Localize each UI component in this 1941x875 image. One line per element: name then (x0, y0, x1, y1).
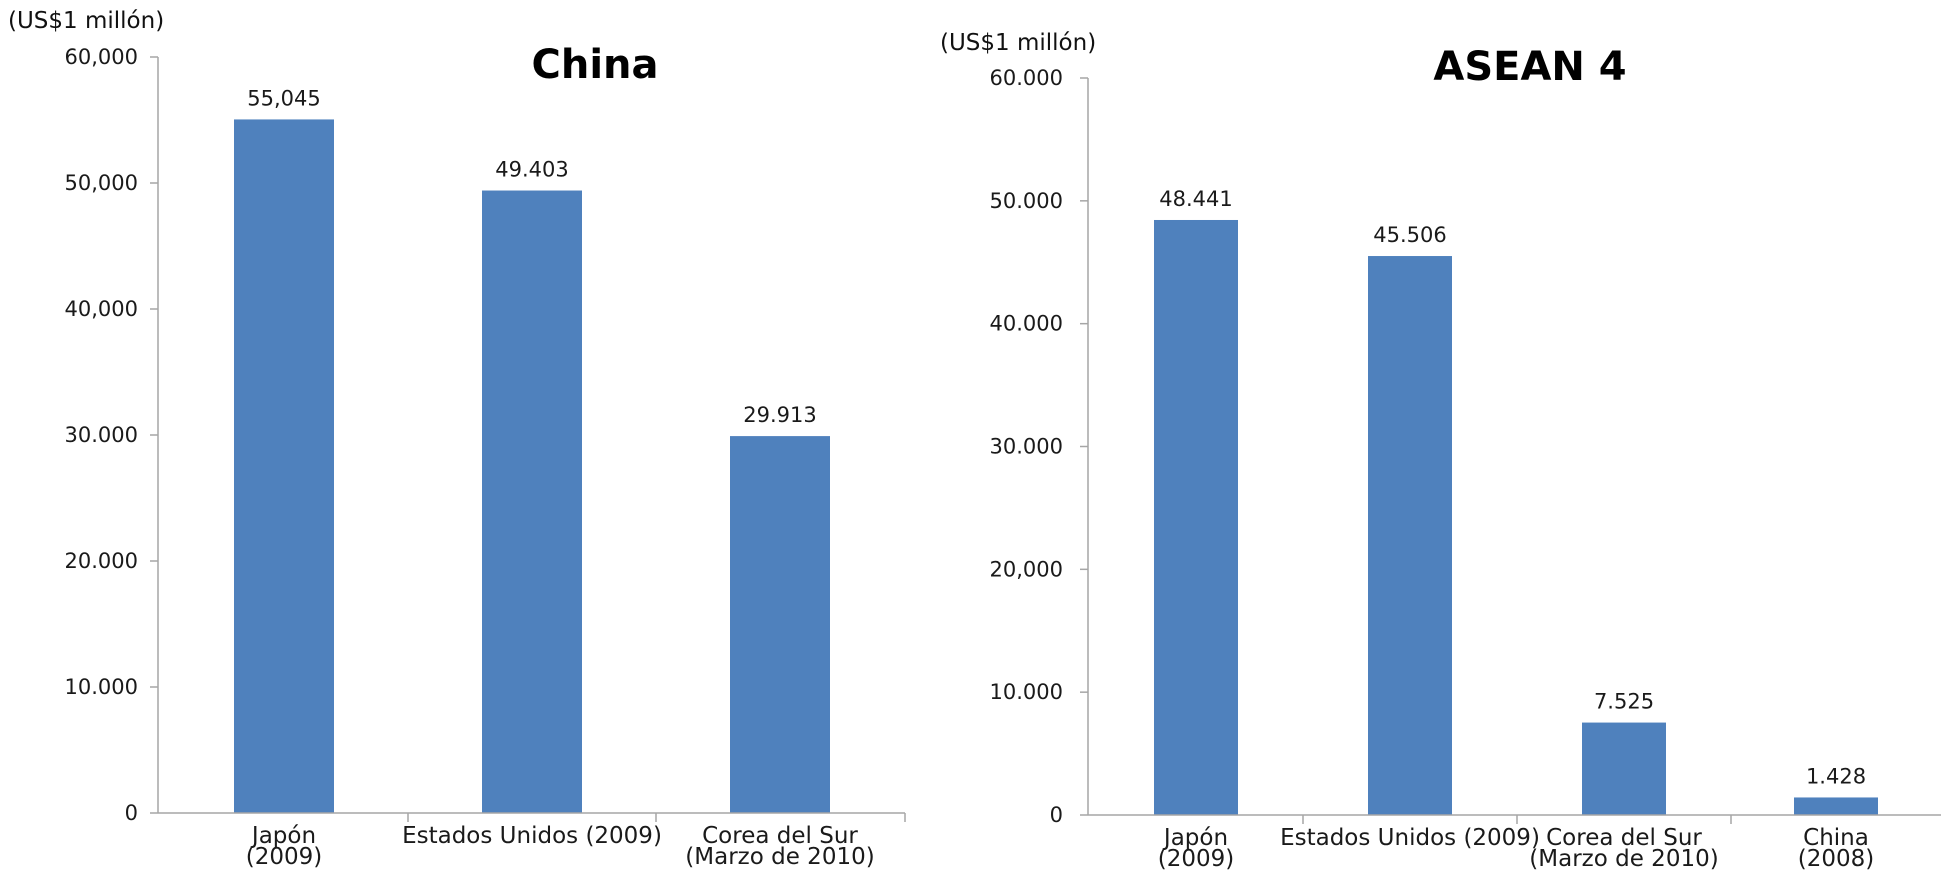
china-y-tick-label: 50,000 (65, 171, 138, 195)
asean-4-bar-value-label: 45.506 (1373, 223, 1446, 247)
china-bar (730, 436, 830, 813)
asean-4-bar (1794, 797, 1878, 815)
china-bars (234, 119, 830, 814)
china-unit-label: (US$1 millón) (8, 8, 164, 34)
asean-4-category-label: (2009) (1158, 846, 1234, 872)
asean-4-category-label: Japón (1162, 825, 1228, 851)
asean-4-unit-label: (US$1 millón) (940, 30, 1096, 56)
asean-4-y-tick-label: 20,000 (990, 557, 1063, 581)
china-bar-value-label: 29.913 (743, 403, 816, 427)
asean-4-bar (1368, 256, 1452, 815)
asean-4-category-label: Corea del Sur (1546, 825, 1702, 851)
china-bar-value-label: 55,045 (247, 86, 320, 110)
asean-4-bar-value-label: 7.525 (1594, 690, 1654, 714)
asean-4-category-label: (2008) (1798, 846, 1874, 872)
asean-4-category-label: China (1803, 825, 1869, 851)
asean-4-y-ticks: 0 10.000 20,000 30.000 40.000 50.000 60.000 (990, 66, 1732, 827)
china-y-tick-label: 40,000 (65, 297, 138, 321)
china-y-tick-label: 30.000 (65, 423, 138, 447)
china-bar (234, 119, 334, 814)
china-y-tick-label: 0 (125, 801, 138, 825)
asean-4-bars (1154, 219, 1878, 816)
asean-4-category-label: Estados Unidos (2009) (1280, 825, 1540, 851)
asean-4-category-label: (Marzo de 2010) (1529, 846, 1718, 872)
asean-4-chart-title: ASEAN 4 (1433, 44, 1626, 90)
china-category-label: (2009) (246, 844, 322, 870)
china-y-ticks: 0 10.000 20.000 30.000 40,000 50,000 60,000 (65, 45, 906, 825)
china-bar (482, 190, 582, 813)
asean-4-y-tick-label: 60.000 (990, 66, 1063, 90)
china-y-tick-label: 60,000 (65, 45, 138, 69)
china-category-label: Estados Unidos (2009) (402, 823, 662, 849)
china-y-tick-label: 20.000 (65, 549, 138, 573)
china-chart-title: China (531, 42, 658, 88)
china-chart: (US$1 millón) China 0 10.000 20.000 30.000 4… (8, 8, 906, 870)
china-category-label: Corea del Sur (702, 823, 858, 849)
asean-4-y-tick-label: 40.000 (990, 312, 1063, 336)
asean-4-y-tick-label: 0 (1050, 803, 1063, 827)
asean-4-chart: (US$1 millón) ASEAN 4 0 10.000 20,000 30.00… (940, 30, 1941, 872)
asean-4-y-tick-label: 10.000 (990, 680, 1063, 704)
asean-4-y-tick-label: 50.000 (990, 189, 1063, 213)
asean-4-bar-value-label: 48.441 (1159, 187, 1232, 211)
china-y-tick-label: 10.000 (65, 675, 138, 699)
asean-4-category-labels: Japón(2009) Estados Unidos (2009) Corea de… (1158, 825, 1874, 872)
china-category-label: (Marzo de 2010) (685, 844, 874, 870)
asean-4-bar-value-label: 1.428 (1806, 764, 1866, 788)
china-category-labels: Japón(2009) Estados Unidos (2009) Corea de… (246, 823, 875, 870)
asean-4-bar (1154, 219, 1238, 816)
china-category-label: Japón (250, 823, 316, 849)
china-bar-value-label: 49.403 (495, 158, 568, 182)
asean-4-y-tick-label: 30.000 (990, 435, 1063, 459)
asean-4-value-labels: 48.441 45.506 7.525 1.428 (1159, 187, 1866, 788)
china-value-labels: 55,045 49.403 29.913 (247, 86, 816, 427)
asean-4-bar (1582, 722, 1666, 815)
